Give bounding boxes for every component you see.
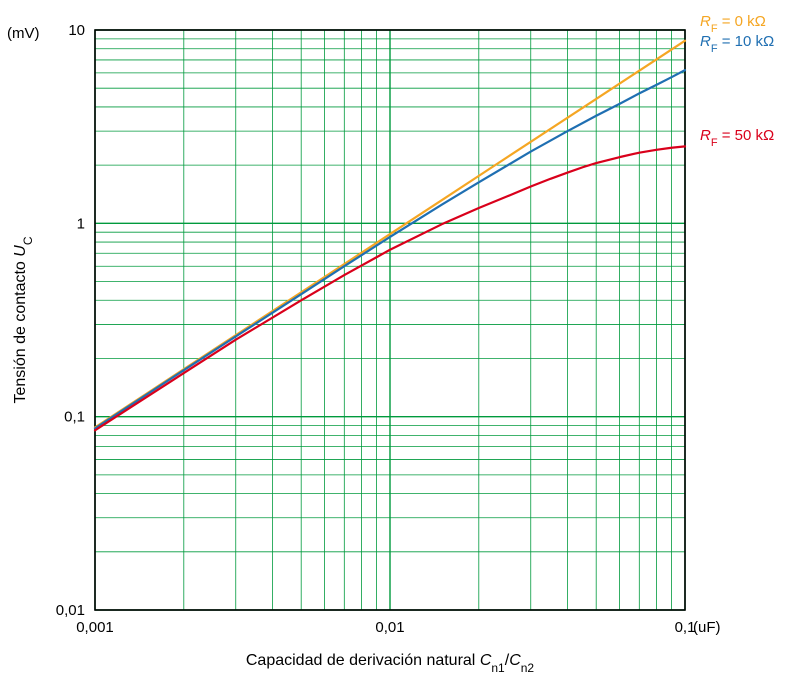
x-unit-label: (uF) bbox=[693, 619, 721, 636]
y-unit-label: (mV) bbox=[7, 25, 40, 42]
x-tick-label: 0,01 bbox=[375, 619, 404, 636]
y-tick-label: 10 bbox=[68, 22, 85, 39]
x-tick-label: 0,001 bbox=[76, 619, 114, 636]
y-tick-label: 1 bbox=[77, 215, 85, 232]
loglog-chart: RF = 0 kΩRF = 10 kΩRF = 50 kΩ0,0010,010,… bbox=[0, 0, 800, 692]
chart-container: RF = 0 kΩRF = 10 kΩRF = 50 kΩ0,0010,010,… bbox=[0, 0, 800, 692]
y-tick-label: 0,01 bbox=[56, 602, 85, 619]
y-tick-label: 0,1 bbox=[64, 409, 85, 426]
